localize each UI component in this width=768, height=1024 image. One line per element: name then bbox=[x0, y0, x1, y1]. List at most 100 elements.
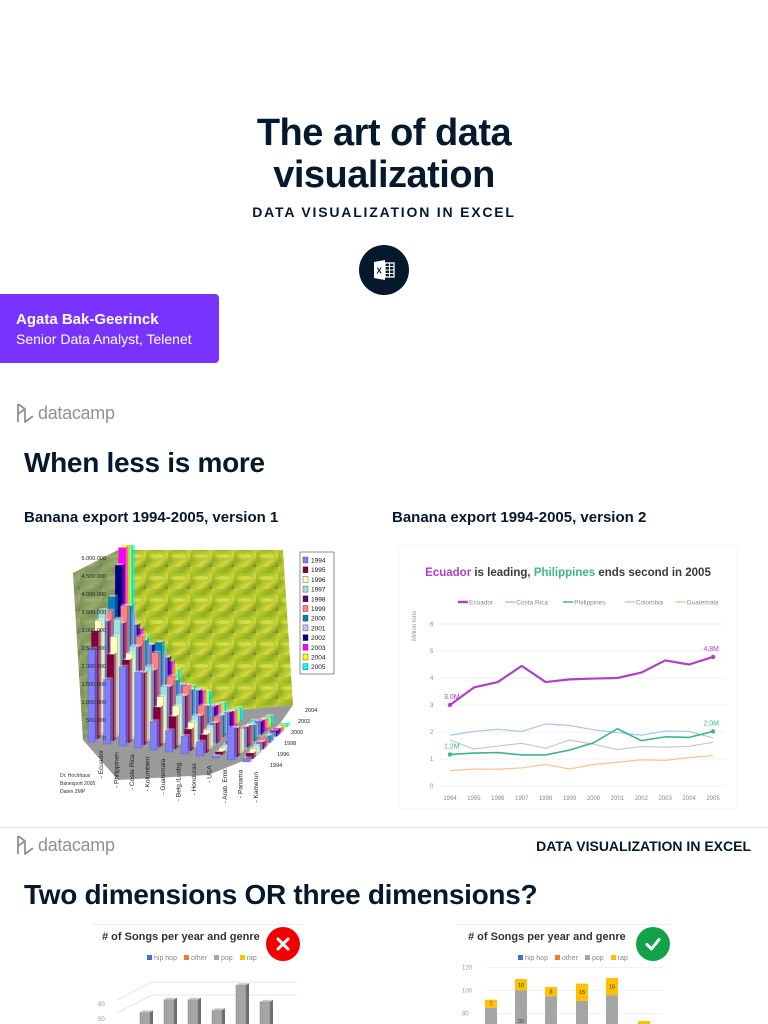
svg-text:2004: 2004 bbox=[305, 708, 317, 714]
svg-text:3.000.000: 3.000.000 bbox=[82, 628, 106, 634]
svg-text:1,2M: 1,2M bbox=[444, 743, 460, 750]
svg-text:1994: 1994 bbox=[311, 558, 326, 565]
legend-rap: rap bbox=[610, 955, 628, 962]
songs-3d-chart: # of Songs per year and genre hip hop ot… bbox=[92, 924, 302, 1024]
svg-text:Dr. Hochhaus: Dr. Hochhaus bbox=[60, 773, 91, 779]
title-line-2: visualization bbox=[273, 154, 495, 196]
svg-text:2.000.000: 2.000.000 bbox=[82, 664, 106, 670]
svg-text:2003: 2003 bbox=[659, 796, 673, 802]
logo-text: datacamp bbox=[38, 402, 115, 423]
svg-text:- Guatemala: - Guatemala bbox=[160, 758, 167, 794]
banana-line-chart: Ecuador is leading, Philippines ends sec… bbox=[400, 546, 736, 808]
svg-text:- Kamerun: - Kamerun bbox=[253, 772, 260, 803]
svg-text:- Ecuador: - Ecuador bbox=[98, 749, 105, 778]
legend-other: other bbox=[183, 955, 207, 962]
svg-text:1999: 1999 bbox=[311, 606, 326, 613]
svg-text:2000: 2000 bbox=[291, 730, 303, 736]
legend-hip-hop: hip hop bbox=[147, 955, 177, 962]
svg-text:2002: 2002 bbox=[635, 796, 649, 802]
svg-text:2,0M: 2,0M bbox=[703, 720, 719, 727]
svg-text:Costa Rica: Costa Rica bbox=[516, 600, 548, 607]
svg-text:1996: 1996 bbox=[277, 752, 289, 758]
svg-text:1994: 1994 bbox=[443, 796, 457, 802]
datacamp-logo-icon bbox=[17, 835, 34, 855]
legend-pop: pop bbox=[584, 955, 604, 962]
svg-text:1998: 1998 bbox=[284, 741, 296, 747]
legend-rap: rap bbox=[239, 955, 257, 962]
songs-legend: hip hop other pop rap bbox=[518, 955, 628, 962]
svg-text:2: 2 bbox=[430, 730, 434, 736]
title-line-1: The art of data bbox=[256, 112, 512, 154]
svg-text:2004: 2004 bbox=[311, 655, 326, 662]
svg-text:1: 1 bbox=[430, 757, 434, 763]
songs-legend: hip hop other pop rap bbox=[147, 955, 257, 962]
svg-text:- Kolumbien: - Kolumbien bbox=[145, 756, 152, 791]
svg-text:Daten ZMP: Daten ZMP bbox=[60, 789, 86, 795]
svg-text:1999: 1999 bbox=[563, 796, 577, 802]
title-slide: The art of data visualization DATA VISUA… bbox=[0, 0, 768, 390]
svg-text:X: X bbox=[377, 267, 383, 276]
course-subtitle: DATA VISUALIZATION IN EXCEL bbox=[252, 204, 516, 220]
svg-text:2005: 2005 bbox=[311, 664, 326, 671]
svg-text:2003: 2003 bbox=[311, 645, 326, 652]
svg-text:3.500.000: 3.500.000 bbox=[82, 610, 106, 616]
songs-chart-title: # of Songs per year and genre bbox=[102, 931, 260, 943]
svg-text:2.500.000: 2.500.000 bbox=[82, 646, 106, 652]
svg-text:1995: 1995 bbox=[311, 567, 326, 574]
svg-text:2001: 2001 bbox=[311, 625, 326, 632]
svg-text:2000: 2000 bbox=[587, 796, 601, 802]
legend-pop: pop bbox=[213, 955, 233, 962]
svg-text:5.000.000: 5.000.000 bbox=[82, 556, 106, 562]
datacamp-logo: datacamp bbox=[16, 834, 115, 856]
svg-text:0: 0 bbox=[430, 784, 434, 790]
svg-text:15: 15 bbox=[579, 990, 585, 996]
svg-text:1.000.000: 1.000.000 bbox=[82, 700, 106, 706]
slide-divider bbox=[0, 827, 768, 828]
svg-text:2002: 2002 bbox=[311, 635, 326, 642]
svg-text:- Costa Rica: - Costa Rica bbox=[129, 754, 136, 790]
svg-text:6: 6 bbox=[430, 622, 434, 628]
svg-text:- Honduras: - Honduras bbox=[191, 762, 198, 795]
slide-heading-2: Two dimensions OR three dimensions? bbox=[24, 879, 538, 910]
svg-text:- Philippinen: - Philippinen bbox=[114, 752, 121, 788]
slide-heading: When less is more bbox=[24, 447, 265, 478]
songs-chart-title: # of Songs per year and genre bbox=[468, 931, 626, 943]
svg-text:Million tons: Million tons bbox=[412, 611, 418, 641]
legend-hip-hop: hip hop bbox=[518, 955, 548, 962]
svg-text:100: 100 bbox=[462, 989, 473, 995]
svg-text:10: 10 bbox=[518, 983, 524, 989]
svg-text:Ecuador: Ecuador bbox=[469, 600, 494, 607]
songs-2d-chart: # of Songs per year and genre hip hop ot… bbox=[458, 924, 670, 1024]
svg-text:60: 60 bbox=[98, 1002, 105, 1008]
author-card: Agata Bak-Geerinck Senior Data Analyst, … bbox=[0, 294, 219, 363]
svg-text:Guatemala: Guatemala bbox=[687, 600, 719, 607]
banana-3d-chart: 0 500.000 1.000.000 1.500.000 2.000.000 2.500… bbox=[58, 524, 343, 810]
course-header: DATA VISUALIZATION IN EXCEL bbox=[536, 838, 751, 854]
legend-other: other bbox=[554, 955, 578, 962]
svg-text:2002: 2002 bbox=[298, 719, 310, 725]
svg-text:7: 7 bbox=[489, 1002, 492, 1008]
svg-text:8: 8 bbox=[549, 990, 552, 996]
svg-text:4.500.000: 4.500.000 bbox=[82, 574, 106, 580]
svg-text:- Panama: - Panama bbox=[238, 769, 245, 798]
svg-text:2001: 2001 bbox=[611, 796, 625, 802]
chart-caption-v1: Banana export 1994-2005, version 1 bbox=[24, 509, 279, 526]
excel-icon: X bbox=[359, 245, 409, 295]
svg-text:0: 0 bbox=[103, 736, 106, 742]
svg-text:2005: 2005 bbox=[706, 796, 720, 802]
svg-text:- Arab. Emir.: - Arab. Emir. bbox=[222, 767, 229, 803]
svg-text:- USA: - USA bbox=[207, 765, 214, 783]
svg-text:3.0M: 3.0M bbox=[444, 694, 460, 701]
svg-text:1996: 1996 bbox=[491, 796, 505, 802]
svg-text:1997: 1997 bbox=[311, 587, 326, 594]
datacamp-logo-icon bbox=[17, 403, 34, 423]
svg-text:1998: 1998 bbox=[311, 596, 326, 603]
svg-text:2004: 2004 bbox=[682, 796, 696, 802]
svg-text:1.500.000: 1.500.000 bbox=[82, 682, 106, 688]
presentation-title: The art of data visualization bbox=[0, 112, 768, 196]
svg-text:120: 120 bbox=[462, 966, 473, 972]
chart-caption-v2: Banana export 1994-2005, version 2 bbox=[392, 509, 647, 526]
svg-text:Colombia: Colombia bbox=[636, 600, 664, 607]
svg-text:500.000: 500.000 bbox=[86, 718, 106, 724]
svg-text:2000: 2000 bbox=[311, 616, 326, 623]
